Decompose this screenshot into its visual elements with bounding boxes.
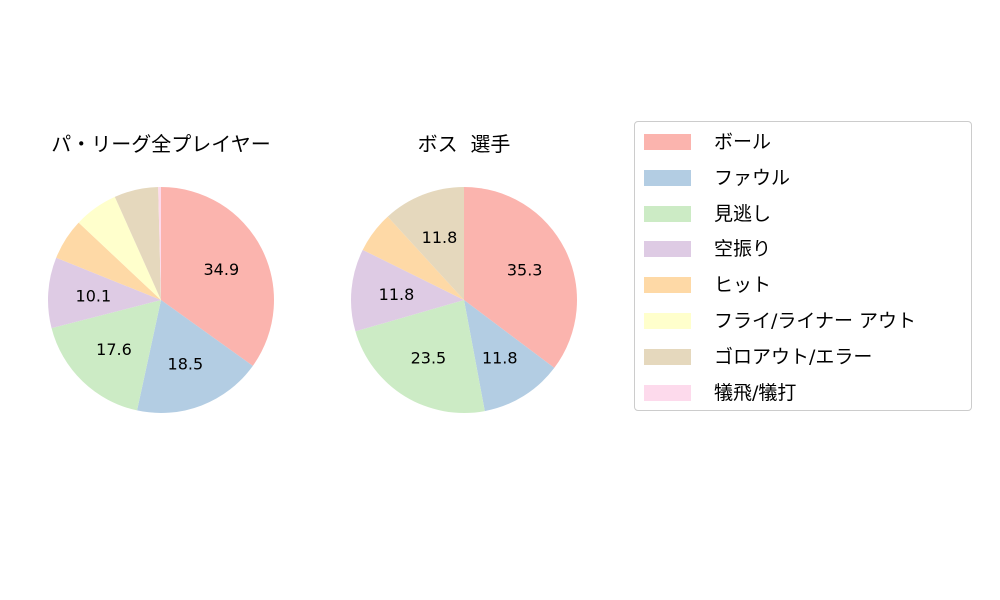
pie-slice (114, 187, 161, 300)
legend-swatch (644, 348, 691, 365)
pie-slice (56, 222, 161, 300)
pie-slice (464, 300, 555, 412)
slice-label: 11.8 (482, 349, 518, 368)
pie-slice (161, 187, 274, 366)
slice-label: 10.1 (76, 287, 112, 306)
legend-item: ボール (644, 132, 771, 152)
legend-label: ゴロアウト/エラー (714, 345, 873, 368)
legend-swatch (644, 277, 691, 294)
legend-swatch (644, 384, 691, 401)
legend-item: フライ/ライナー アウト (644, 311, 916, 331)
pie-slice (47, 257, 161, 329)
pie-slice (351, 249, 464, 332)
slice-label: 23.5 (411, 349, 447, 368)
legend-item: ヒット (644, 275, 771, 295)
legend-swatch (644, 134, 691, 150)
legend-label: ファウル (714, 166, 791, 189)
slice-label: 17.6 (96, 340, 132, 359)
legend-item: 空振り (644, 239, 771, 259)
pie-slice (362, 216, 464, 300)
left-pie-title: パ・リーグ全プレイヤー (51, 132, 271, 156)
legend-item: 犠飛/犠打 (644, 383, 796, 403)
legend-item: 見逃し (644, 204, 771, 224)
legend-swatch (644, 205, 691, 222)
slice-label: 11.8 (379, 285, 415, 304)
right-pie-title: ボス 選手 (417, 132, 511, 156)
pie-slice (387, 187, 464, 300)
slice-label: 11.8 (422, 228, 458, 247)
slice-label: 18.5 (168, 354, 204, 373)
legend-label: 見逃し (714, 202, 772, 225)
pie-slice (355, 300, 485, 414)
pie-slice (51, 300, 161, 411)
slice-label: 35.3 (507, 261, 543, 280)
legend-label: ヒット (714, 274, 772, 297)
pie-slice (137, 300, 253, 414)
slice-label: 34.9 (204, 260, 240, 279)
pie-slice (158, 187, 161, 300)
legend-label: ボール (714, 131, 772, 153)
legend-item: ファウル (644, 168, 790, 188)
legend-swatch (644, 169, 691, 186)
pie-slice (78, 196, 161, 300)
pie-slice (464, 187, 577, 368)
left-pie-chart: 34.9 18.5 17.6 10.1 (47, 187, 274, 414)
legend: ボールファウル見逃し空振りヒットフライ/ライナー アウト ゴロアウト/エラー 犠飛/… (634, 121, 972, 411)
legend-item: ゴロアウト/エラー (644, 347, 872, 367)
legend-swatch (644, 241, 691, 258)
legend-label: 犠飛/犠打 (714, 381, 797, 404)
legend-label: 空振り (714, 238, 772, 261)
legend-label: フライ/ライナー アウト (714, 310, 917, 332)
legend-swatch (644, 313, 691, 329)
right-pie-chart: 35.3 11.8 23.5 11.8 11.8 (351, 187, 577, 414)
